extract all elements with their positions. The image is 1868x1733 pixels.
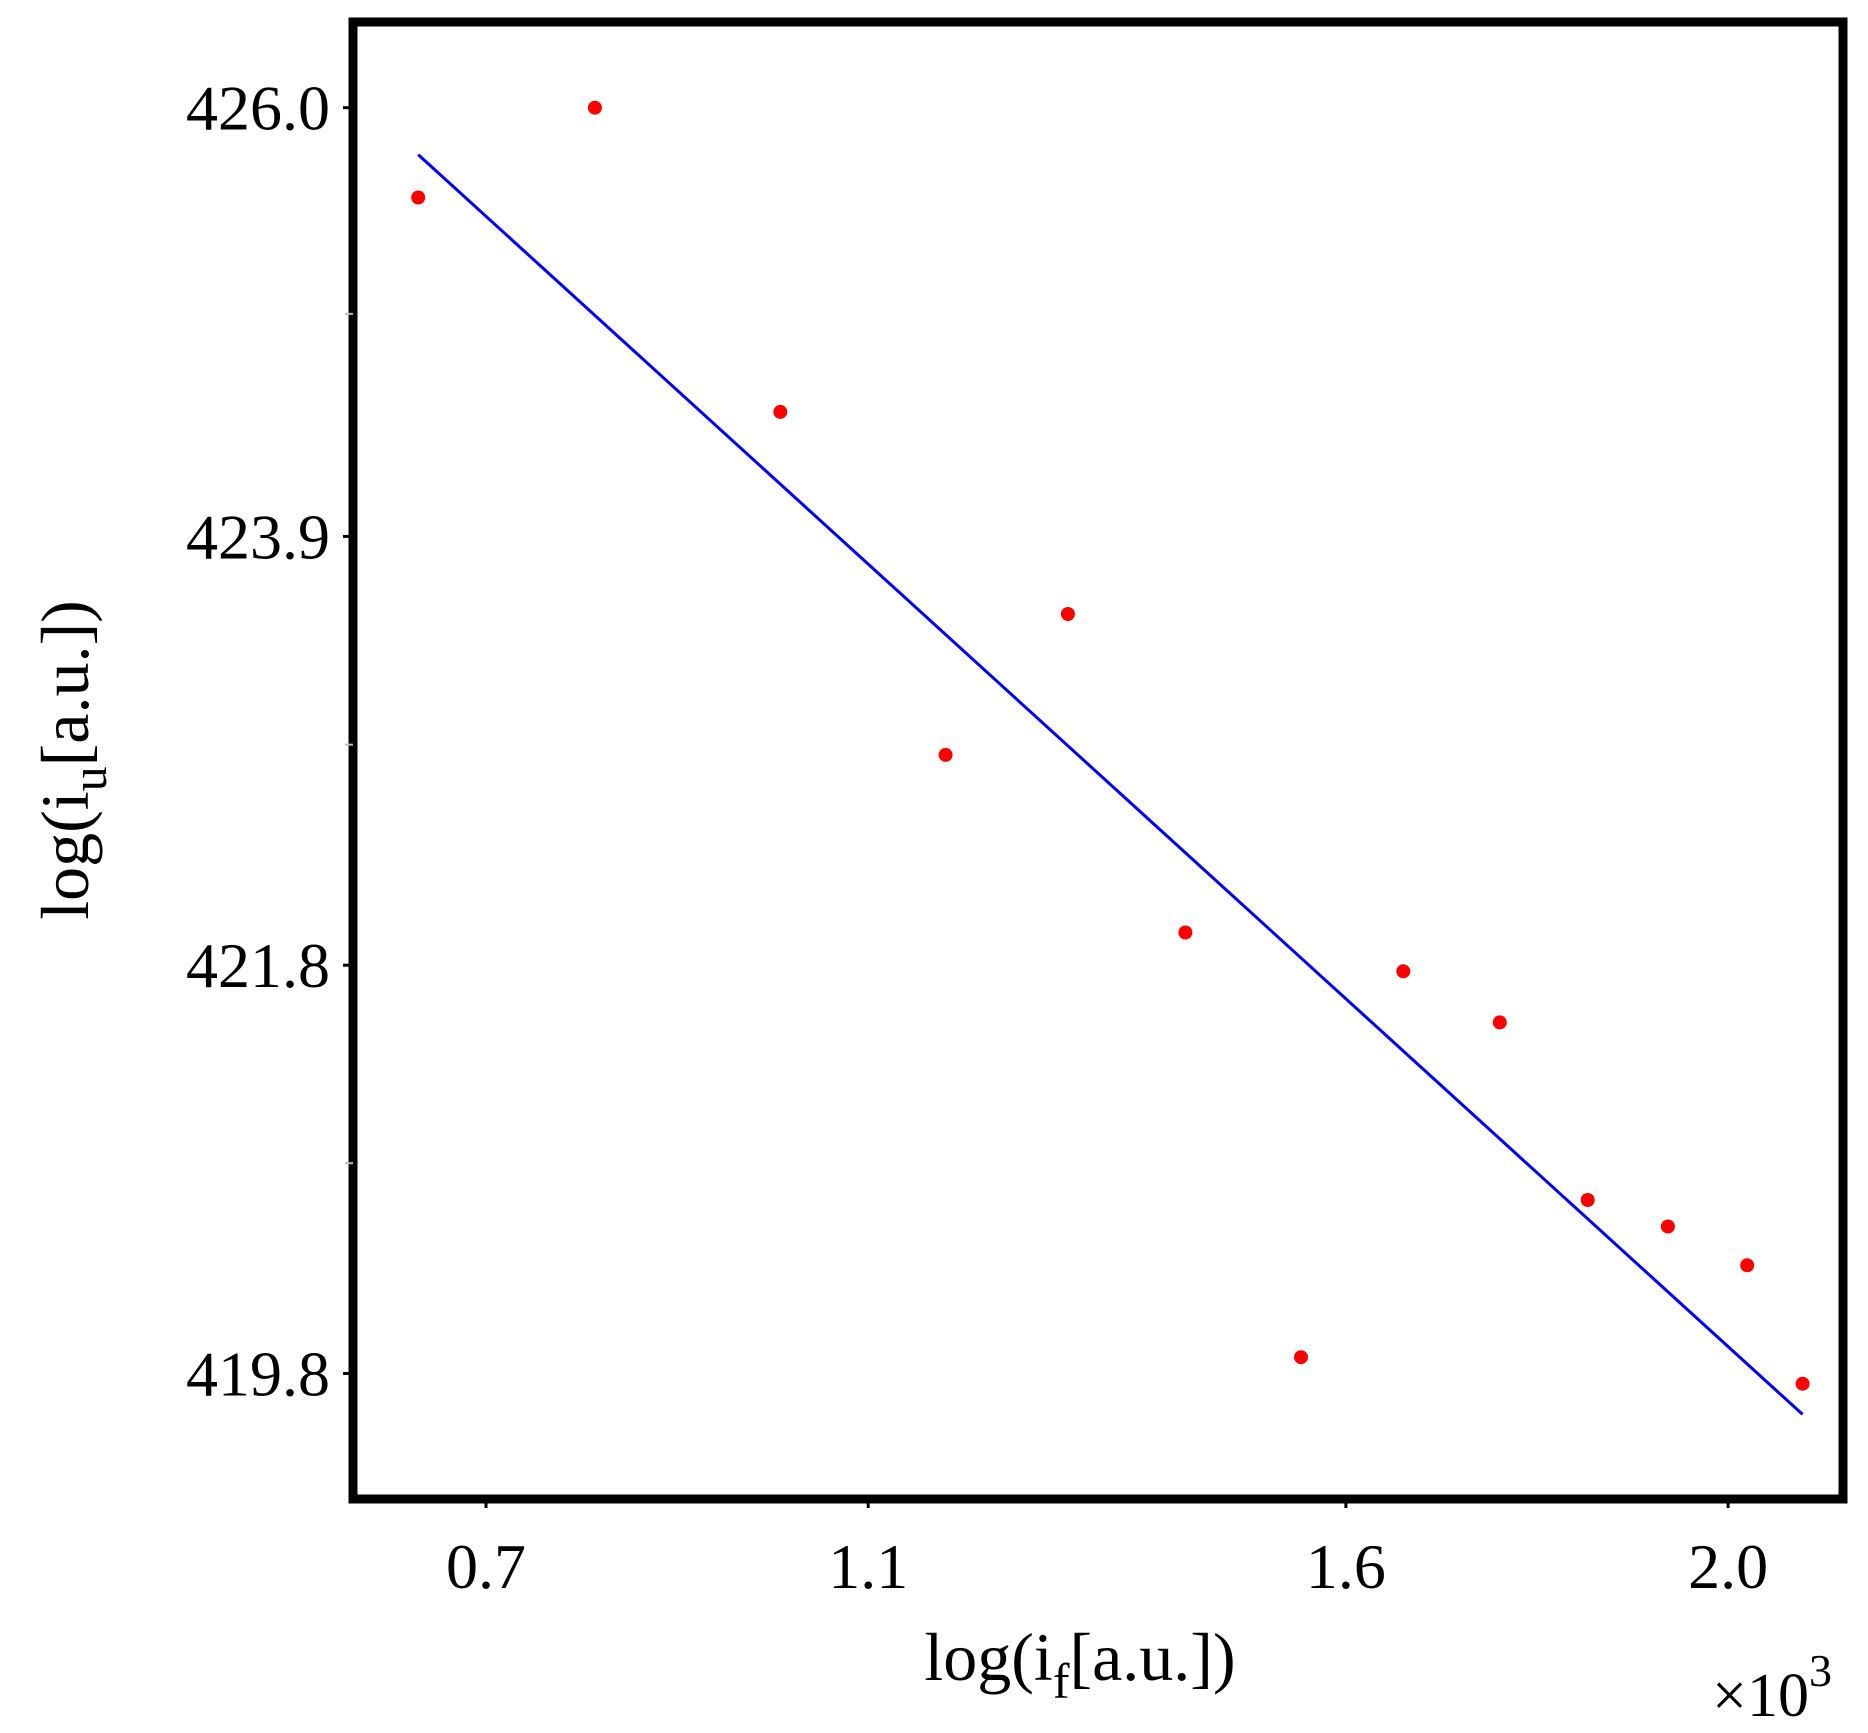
data-point — [1580, 1193, 1595, 1207]
data-point — [1795, 1376, 1810, 1391]
y-axis-ticks: 419.8 421.8 423.9 426.0 — [186, 73, 353, 1410]
y-axis-label: log(iu[a.u.]) — [27, 600, 117, 920]
x-axis-multiplier-base: ×10 — [1712, 1662, 1809, 1730]
y-tick-label: 423.9 — [186, 501, 330, 572]
x-tick-label: 1.1 — [828, 1531, 908, 1602]
data-point — [1660, 1219, 1675, 1234]
data-point — [1060, 607, 1075, 621]
data-point — [1492, 1015, 1507, 1030]
y-axis-label-base: log(i — [27, 791, 103, 919]
plot-area — [411, 100, 1810, 1416]
x-axis-label: log(if[a.u.]) — [924, 1619, 1235, 1709]
x-tick-label: 1.6 — [1306, 1531, 1386, 1602]
fit-line — [417, 153, 1804, 1416]
data-point — [1294, 1350, 1308, 1365]
data-point — [938, 747, 953, 762]
x-axis-label-rest: [a.u.]) — [1069, 1619, 1235, 1695]
data-point — [1740, 1258, 1755, 1273]
data-point — [411, 190, 426, 205]
x-axis-multiplier-exponent: 3 — [1809, 1645, 1832, 1696]
data-point — [773, 404, 788, 419]
y-tick-label: 419.8 — [186, 1339, 330, 1410]
data-point — [587, 100, 602, 115]
x-axis-label-subscript: f — [1053, 1653, 1070, 1709]
y-axis-label-subscript: u — [61, 766, 117, 791]
y-tick-label: 426.0 — [186, 73, 330, 144]
plot-frame — [348, 17, 1848, 1504]
data-point — [1396, 964, 1411, 979]
x-axis-label-base: log(i — [924, 1619, 1052, 1695]
x-axis-multiplier: ×103 — [1712, 1645, 1832, 1730]
x-tick-label: 2.0 — [1688, 1531, 1768, 1602]
x-tick-label: 0.7 — [446, 1531, 526, 1602]
y-axis-label-rest: [a.u.]) — [27, 600, 103, 766]
x-axis-ticks: 0.7 1.1 1.6 2.0 — [446, 1498, 1768, 1602]
y-tick-label: 421.8 — [186, 930, 330, 1001]
data-point — [1178, 925, 1193, 940]
